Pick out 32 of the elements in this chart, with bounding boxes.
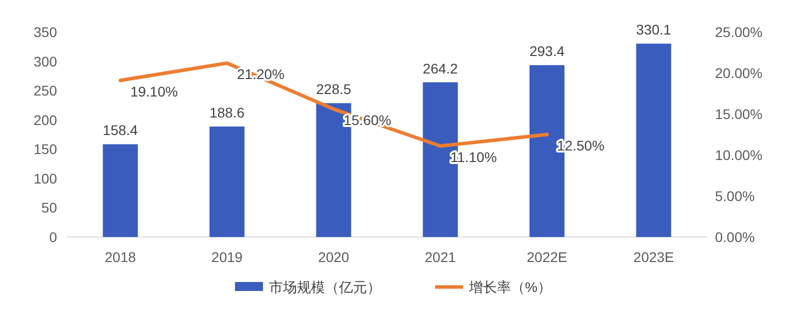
y-tick-label: 150 <box>34 141 58 158</box>
data-label: 228.5 <box>316 81 352 98</box>
y2-tick-label: 15.00% <box>715 106 762 122</box>
y2-tick-label: 5.00% <box>715 188 755 204</box>
y-tick-label: 100 <box>34 170 58 186</box>
legend-label: 增长率（%） <box>468 279 552 295</box>
y2-tick-label: 20.00% <box>715 65 762 81</box>
data-label: 188.6 <box>209 104 245 121</box>
bar <box>636 44 672 237</box>
legend-label: 市场规模（亿元） <box>269 279 381 295</box>
data-label: 158.4 <box>102 122 138 138</box>
bar <box>102 144 138 237</box>
y-tick-label: 0 <box>49 229 58 245</box>
x-tick-label: 2023E <box>633 249 674 265</box>
y-tick-label: 50 <box>41 200 58 216</box>
data-label: 293.4 <box>529 43 565 60</box>
x-tick-label: 2022E <box>526 249 568 265</box>
x-tick-label: 2019 <box>211 249 243 265</box>
y2-tick-label: 0.00% <box>715 229 755 245</box>
x-tick-label: 2021 <box>424 249 456 265</box>
x-tick-label: 2020 <box>318 249 350 265</box>
data-label: 264.2 <box>422 60 458 76</box>
y2-tick-label: 10.00% <box>715 147 762 163</box>
y-tick-label: 300 <box>34 53 58 70</box>
y2-tick-label: 25.00% <box>715 24 762 40</box>
data-label: 19.10% <box>130 83 178 100</box>
y-tick-label: 250 <box>34 82 58 99</box>
bar <box>210 126 244 237</box>
data-label: 330.1 <box>636 22 672 38</box>
x-tick-label: 2018 <box>104 249 136 265</box>
y-tick-label: 200 <box>34 112 58 128</box>
y-tick-label: 350 <box>34 24 58 40</box>
